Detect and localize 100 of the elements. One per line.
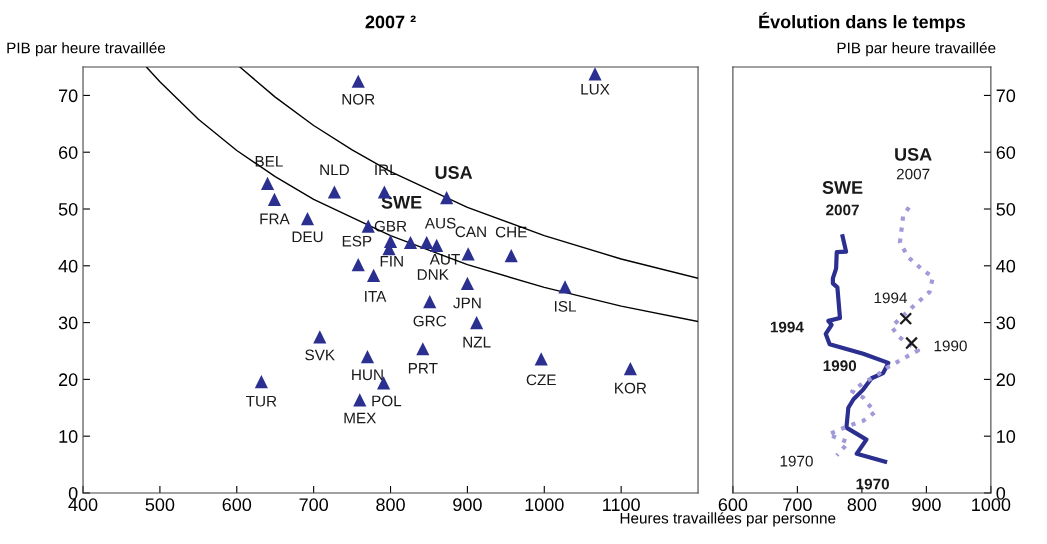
y-tick-label: 20 xyxy=(58,373,78,387)
y-tick-label: 10 xyxy=(997,430,1016,443)
y-axis-title: PIB par heure travaillée xyxy=(7,41,166,57)
x-tick-label: 500 xyxy=(145,498,175,512)
point xyxy=(420,235,434,250)
y-axis-title: PIB par heure travaillée xyxy=(837,41,996,57)
point xyxy=(623,362,637,376)
data-label: FRA xyxy=(260,213,290,225)
text: SWE xyxy=(822,181,863,194)
y-tick-label: 40 xyxy=(58,259,78,273)
y-tick-label: 30 xyxy=(58,316,78,330)
series-label: USA xyxy=(435,166,473,179)
point xyxy=(367,268,381,283)
data-label: BEL xyxy=(255,156,283,167)
x-tick-label: 1000 xyxy=(972,498,1011,512)
x-tick-label: 600 xyxy=(222,498,252,512)
point xyxy=(504,248,518,263)
point xyxy=(461,247,475,261)
y-tick-label: 30 xyxy=(996,316,1016,330)
data-label: SVK xyxy=(305,349,335,361)
y-tick-label: 70 xyxy=(996,89,1016,103)
data-label: PRT xyxy=(408,362,438,374)
point xyxy=(430,238,444,252)
data-label: GBR xyxy=(374,220,407,232)
chart-title: Évolution dans le temps xyxy=(759,12,965,32)
annotation: 1994 xyxy=(874,292,908,304)
data-label: LUX xyxy=(581,83,610,95)
y-tick-label: 50 xyxy=(996,202,1016,216)
annotation: 1994 xyxy=(770,321,804,333)
data-label: ISL xyxy=(554,300,576,312)
point xyxy=(327,185,341,199)
data-label: AUS xyxy=(424,217,456,229)
data-label: CHE xyxy=(495,226,527,238)
data-label: NOR xyxy=(342,93,375,105)
data-label: JPN xyxy=(453,297,481,309)
point xyxy=(534,352,548,366)
y-tick-label: 60 xyxy=(59,146,78,159)
y-tick-label: 0 xyxy=(996,486,1006,500)
y-tick-label: 10 xyxy=(59,430,78,443)
point xyxy=(440,191,454,205)
point xyxy=(300,212,315,226)
data-label: NLD xyxy=(320,164,349,176)
x-tick-label: 900 xyxy=(912,498,941,512)
data-label: ESP xyxy=(342,235,372,247)
point xyxy=(254,375,268,389)
point xyxy=(460,276,474,290)
annotation: 2007 xyxy=(826,204,859,216)
chart-title: 2007 ² xyxy=(365,15,416,29)
annotation: 1970 xyxy=(856,478,889,490)
y-tick-label: 70 xyxy=(59,89,78,103)
annotation: 2007 xyxy=(896,168,930,180)
x-tick-label: 400 xyxy=(68,498,98,512)
data-label: DEU xyxy=(292,231,323,243)
x-tick-label: 900 xyxy=(453,498,482,512)
data-label: AUT xyxy=(429,254,460,265)
point xyxy=(351,74,365,88)
data-label: DNK xyxy=(417,269,449,280)
x-tick-label: 800 xyxy=(847,498,877,512)
y-tick-label: 60 xyxy=(996,146,1016,159)
x-tick-label: 1100 xyxy=(603,498,640,512)
y-tick-label: 50 xyxy=(58,202,78,216)
data-label: GRC xyxy=(413,315,447,327)
point xyxy=(470,316,484,330)
data-label: HUN xyxy=(352,369,383,381)
series-label: SWE xyxy=(381,195,422,209)
x-tick-label: 700 xyxy=(783,498,812,512)
x-axis-title: Heures travaillées par personne xyxy=(620,512,836,527)
y-tick-label: 0 xyxy=(68,486,78,500)
point xyxy=(558,280,572,294)
y-tick-label: 20 xyxy=(996,373,1016,387)
point xyxy=(353,393,367,407)
point xyxy=(423,294,437,309)
annotation: 1970 xyxy=(780,455,813,467)
data-label: TUR xyxy=(246,395,277,407)
y-tick-label: 40 xyxy=(996,259,1016,273)
point xyxy=(313,330,327,344)
data-label: FIN xyxy=(380,256,403,267)
point xyxy=(361,219,375,233)
text: USA xyxy=(895,147,932,161)
data-label: CZE xyxy=(526,374,556,386)
point xyxy=(403,235,418,250)
annotation: 1990 xyxy=(823,360,857,372)
point xyxy=(416,342,430,356)
point xyxy=(260,176,275,191)
point xyxy=(351,258,365,272)
point xyxy=(267,192,282,206)
point xyxy=(360,350,375,364)
data-label: ITA xyxy=(365,291,387,302)
line-series xyxy=(239,67,699,279)
point xyxy=(588,67,602,81)
data-label: MEX xyxy=(344,412,377,424)
x-tick-label: 600 xyxy=(718,498,748,512)
x-tick-label: 1000 xyxy=(525,498,564,512)
annotation: 1990 xyxy=(934,340,967,352)
data-label: CAN xyxy=(455,226,486,238)
data-label: POL xyxy=(372,395,402,407)
data-label: NZL xyxy=(463,336,491,348)
x-tick-label: 700 xyxy=(299,498,329,512)
data-label: KOR xyxy=(615,382,647,394)
x-tick-label: 800 xyxy=(376,498,405,512)
